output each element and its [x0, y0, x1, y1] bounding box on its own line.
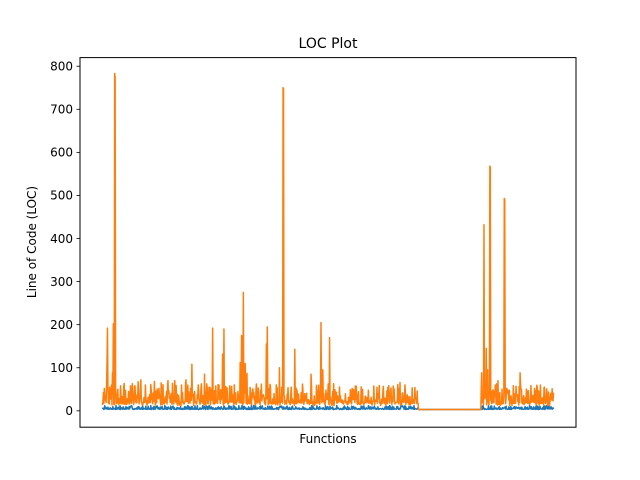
x-axis-label: Functions	[299, 432, 356, 446]
y-tick-label: 200	[50, 318, 73, 332]
y-axis-label: Line of Code (LOC)	[25, 186, 39, 298]
y-tick-label: 400	[50, 232, 73, 246]
y-axis-ticks: 0 100 200 300 400 500 600 700 800	[50, 60, 80, 418]
y-tick-label: 600	[50, 146, 73, 160]
y-tick-label: 800	[50, 60, 73, 74]
plot-area	[101, 72, 555, 411]
y-tick-label: 500	[50, 189, 73, 203]
chart-title: LOC Plot	[299, 36, 358, 52]
y-tick-label: 0	[65, 404, 73, 418]
y-tick-label: 700	[50, 103, 73, 117]
y-tick-label: 100	[50, 361, 73, 375]
axes-frame	[79, 57, 577, 428]
series-line-2	[101, 72, 555, 411]
y-tick-label: 300	[50, 275, 73, 289]
